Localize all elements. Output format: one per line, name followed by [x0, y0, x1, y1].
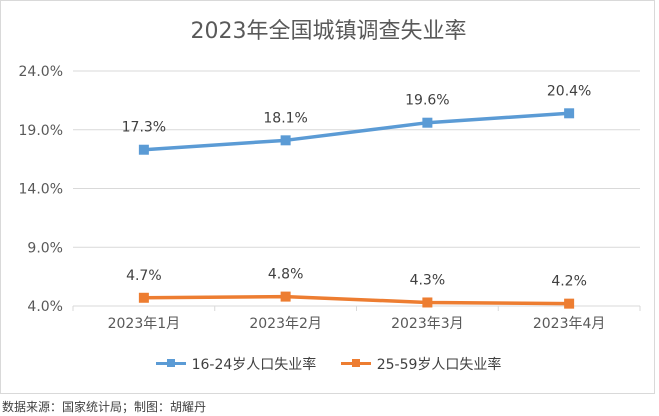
x-tick-label: 2023年4月 — [533, 316, 606, 332]
y-tick-label: 4.0% — [27, 299, 63, 315]
legend-item-youth: 16-24岁人口失业率 — [155, 354, 317, 374]
data-label: 4.7% — [126, 268, 162, 284]
source-note: 数据来源：国家统计局；制图：胡耀丹 — [2, 400, 207, 414]
data-label: 19.6% — [405, 93, 449, 109]
chart-frame: 2023年全国城镇调查失业率 4.0% 9.0% 14.0% 19.0% 24.0% 20… — [0, 0, 655, 394]
data-point — [422, 117, 433, 128]
data-label: 4.8% — [268, 267, 304, 283]
y-tick-label: 14.0% — [19, 182, 63, 198]
data-point — [138, 144, 149, 155]
data-label: 20.4% — [547, 83, 591, 99]
legend-label-youth: 16-24岁人口失业率 — [191, 356, 317, 373]
series-line-1 — [143, 294, 570, 306]
data-point — [422, 297, 433, 308]
data-point — [280, 291, 291, 302]
legend-label-adult: 25-59岁人口失业率 — [376, 356, 502, 373]
data-label: 18.1% — [263, 110, 307, 126]
data-point — [564, 298, 575, 309]
data-point — [564, 108, 575, 119]
line-chart: 4.0% 9.0% 14.0% 19.0% 24.0% 2023年1月 2023年2月 202… — [19, 64, 641, 332]
data-label: 4.2% — [551, 274, 587, 290]
data-label: 17.3% — [122, 120, 166, 136]
legend-swatch-youth — [155, 359, 186, 367]
legend-swatch-adult — [340, 359, 371, 367]
y-tick-label: 24.0% — [19, 64, 63, 80]
data-point — [280, 135, 291, 146]
y-tick-label: 9.0% — [27, 240, 63, 256]
x-tick-label: 2023年3月 — [391, 316, 464, 332]
data-label: 4.3% — [410, 272, 446, 288]
y-tick-label: 19.0% — [19, 123, 63, 139]
x-tick-label: 2023年2月 — [249, 316, 322, 332]
legend-item-adult: 25-59岁人口失业率 — [340, 354, 502, 374]
series-line-0 — [143, 111, 570, 152]
data-point — [138, 292, 149, 303]
chart-title: 2023年全国城镇调查失业率 — [190, 19, 467, 44]
x-tick-label: 2023年1月 — [108, 316, 181, 332]
legend: 16-24岁人口失业率 25-59岁人口失业率 — [1, 353, 656, 374]
